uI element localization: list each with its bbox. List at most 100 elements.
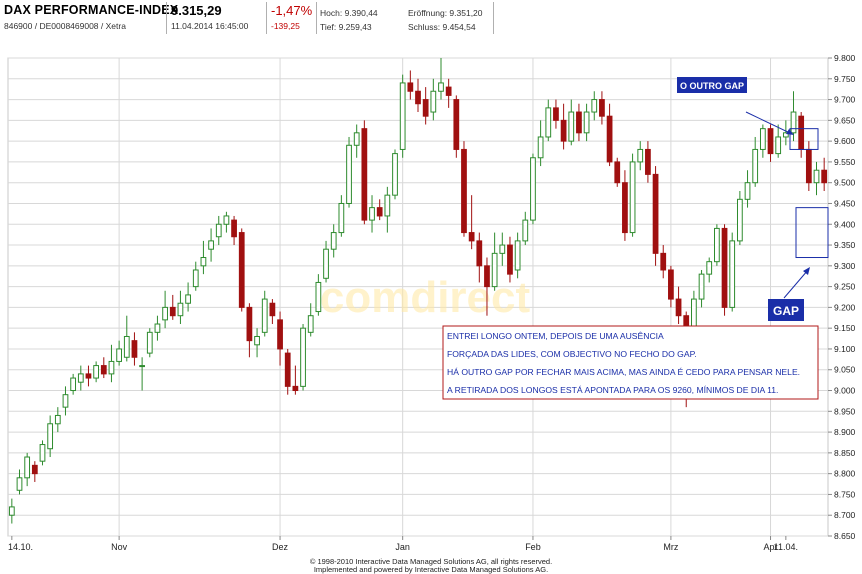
candle-body (392, 153, 398, 196)
candle-body (369, 207, 375, 221)
candle-body (530, 157, 536, 221)
candle-body (484, 265, 490, 288)
candle-body (645, 148, 651, 175)
candle-body (744, 182, 751, 200)
candle-body (568, 111, 575, 142)
candle-body (16, 477, 23, 491)
candle-body (185, 294, 191, 304)
candle-body (714, 227, 720, 263)
x-tick-label: Jan (395, 542, 410, 552)
candle-body (384, 194, 391, 217)
comment-line: FORÇADA DAS LIDES, COM OBJECTIVO NO FECH… (447, 349, 697, 359)
y-tick-label: 8.750 (834, 489, 856, 499)
candle-body (93, 365, 100, 379)
x-tick-label: 11.04. (774, 542, 798, 552)
y-tick-label: 9.200 (834, 302, 856, 312)
candle-body (123, 335, 130, 358)
candle-body (706, 261, 713, 275)
gap-arrow-bottom (783, 269, 809, 299)
candle-body (438, 82, 444, 92)
header-divider (266, 2, 267, 34)
y-tick-label: 9.650 (834, 115, 856, 125)
y-tick-label: 9.000 (834, 386, 856, 396)
comment-line: A RETIRADA DOS LONGOS ESTÁ APONTADA PARA… (447, 385, 778, 395)
candle-body (576, 111, 582, 134)
candle-body (422, 99, 429, 117)
candle-body (499, 244, 506, 254)
candle-body (468, 232, 475, 242)
candle-body (798, 115, 805, 150)
y-tick-label: 8.950 (834, 406, 856, 416)
stat-close: Schluss: 9.454,54 (408, 22, 476, 32)
candle-body (70, 377, 77, 392)
gap-box-lower (795, 207, 829, 259)
candle-body (277, 319, 283, 350)
gap-box-upper (789, 128, 819, 150)
instrument-name: DAX PERFORMANCE-INDEX (4, 3, 179, 17)
candle-body (62, 394, 69, 408)
candle-body (154, 323, 161, 333)
candle-body (591, 99, 598, 113)
stat-low: Tief: 9.259,43 (320, 22, 372, 32)
candle-body (330, 232, 337, 250)
candle-body (622, 182, 628, 234)
candle-body (315, 281, 322, 313)
candle-body (39, 444, 46, 462)
y-tick-label: 9.700 (834, 95, 856, 105)
candle-body (415, 90, 421, 105)
candle-body (606, 115, 613, 163)
candle-body (637, 148, 644, 163)
y-tick-label: 9.350 (834, 240, 856, 250)
candle-body (246, 306, 253, 342)
candle-body (100, 365, 107, 375)
candle-body (131, 340, 138, 358)
candle-body (24, 456, 31, 479)
quote-datetime: 11.04.2014 16:45:00 (171, 21, 249, 31)
y-tick-label: 9.750 (834, 74, 856, 84)
candle-body (545, 107, 552, 138)
stat-open: Eröffnung: 9.351,20 (408, 8, 483, 18)
candle-body (560, 119, 567, 142)
candle-body (537, 136, 544, 159)
gap-arrowhead-top (786, 129, 794, 135)
x-tick-label: Nov (111, 542, 128, 552)
candle-body (514, 240, 521, 271)
candle-body (85, 373, 92, 379)
candle-body (430, 90, 437, 113)
copyright-line: © 1998-2010 Interactive Data Managed Sol… (309, 557, 553, 566)
candle-body (8, 506, 15, 516)
comment-line: HÁ OUTRO GAP POR FECHAR MAIS ACIMA, MAS … (447, 367, 800, 377)
candle-body (54, 414, 61, 425)
header-divider (316, 2, 317, 34)
candle-body (192, 269, 199, 288)
candle-body (759, 128, 766, 150)
x-tick-label: Mrz (663, 542, 678, 552)
gap-label-bottom-bg (768, 299, 804, 321)
header-divider (493, 2, 494, 34)
y-tick-label: 8.650 (834, 531, 856, 541)
candle-body (77, 373, 84, 383)
candle-body (660, 252, 667, 271)
candle-body (254, 335, 260, 346)
powered-by-line: Implemented and powered by Interactive D… (313, 565, 549, 574)
candle-body (139, 365, 145, 368)
x-tick-label: Feb (525, 542, 541, 552)
quote-header: DAX PERFORMANCE-INDEX 846900 / DE0008469… (0, 0, 862, 36)
comment-box (442, 325, 819, 400)
y-tick-label: 9.450 (834, 198, 856, 208)
y-tick-label: 8.800 (834, 469, 856, 479)
candle-body (729, 240, 736, 308)
candle-body (399, 82, 406, 150)
candle-body (346, 144, 352, 204)
last-price: 9.315,29 (171, 3, 222, 18)
comment-line: ENTREI LONGO ONTEM, DEPOIS DE UMA AUSÊNC… (447, 331, 664, 341)
y-tick-label: 9.400 (834, 219, 856, 229)
candle-body (208, 240, 214, 250)
candle-body (284, 352, 291, 387)
candle-body (721, 227, 728, 308)
candle-body (629, 161, 636, 234)
stat-high: Hoch: 9.390,44 (320, 8, 378, 18)
candle-body (698, 273, 705, 300)
gap-label-top-bg (677, 77, 747, 93)
